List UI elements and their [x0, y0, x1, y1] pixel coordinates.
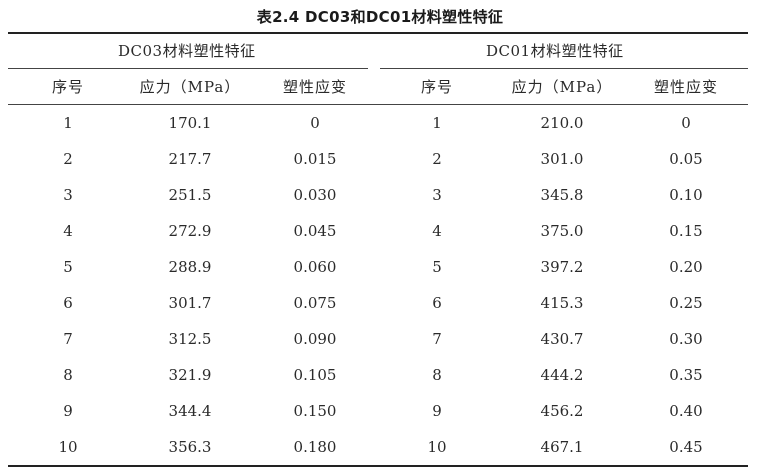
dc03-cell-index: 2 — [63, 150, 73, 168]
dc01-header-strain: 塑性应变 — [653, 78, 719, 96]
header-rule — [8, 104, 748, 105]
dc03-cell-strain: 0.180 — [293, 438, 337, 456]
dc03-header-stress: 应力（MPa） — [139, 78, 241, 96]
table-caption: 表2.4 DC03和DC01材料塑性特征 — [256, 8, 504, 26]
dc01-cell-strain: 0.15 — [669, 222, 703, 240]
dc01-cell-strain: 0.30 — [669, 330, 703, 348]
dc03-cell-stress: 217.7 — [168, 150, 212, 168]
dc01-cell-strain: 0.25 — [669, 294, 703, 312]
dc03-header-strain: 塑性应变 — [282, 78, 348, 96]
dc01-cell-strain: 0.10 — [669, 186, 703, 204]
dc01-cell-strain: 0.05 — [669, 150, 703, 168]
dc01-cell-strain: 0.35 — [669, 366, 703, 384]
dc03-cell-index: 6 — [63, 294, 73, 312]
dc01-cell-stress: 301.0 — [540, 150, 584, 168]
dc03-cell-stress: 251.5 — [168, 186, 212, 204]
dc01-cell-index: 10 — [427, 438, 447, 456]
dc03-cell-strain: 0.105 — [293, 366, 337, 384]
dc01-header-stress: 应力（MPa） — [511, 78, 613, 96]
dc03-cell-stress: 344.4 — [168, 402, 212, 420]
dc01-cell-stress: 430.7 — [540, 330, 584, 348]
dc03-cell-stress: 356.3 — [168, 438, 212, 456]
dc01-cell-stress: 345.8 — [540, 186, 584, 204]
dc01-cell-strain: 0.40 — [669, 402, 703, 420]
dc01-cell-strain: 0 — [681, 114, 691, 132]
dc03-cell-index: 1 — [63, 114, 73, 132]
dc03-cell-index: 7 — [63, 330, 73, 348]
dc03-cell-stress: 301.7 — [168, 294, 212, 312]
dc01-cell-index: 5 — [432, 258, 442, 276]
dc03-cell-strain: 0.090 — [293, 330, 337, 348]
dc03-cell-index: 9 — [63, 402, 73, 420]
dc03-group-rule — [8, 68, 368, 69]
dc03-cell-stress: 312.5 — [168, 330, 212, 348]
dc03-cell-strain: 0.075 — [293, 294, 337, 312]
bottom-rule — [8, 465, 748, 467]
dc01-cell-index: 4 — [432, 222, 442, 240]
dc01-cell-index: 6 — [432, 294, 442, 312]
dc03-cell-index: 10 — [58, 438, 78, 456]
dc01-header-index: 序号 — [420, 78, 454, 96]
dc03-cell-stress: 170.1 — [168, 114, 212, 132]
dc03-cell-index: 3 — [63, 186, 73, 204]
dc01-cell-stress: 467.1 — [540, 438, 584, 456]
dc03-cell-stress: 272.9 — [168, 222, 212, 240]
dc03-cell-index: 5 — [63, 258, 73, 276]
dc03-group-title: DC03材料塑性特征 — [118, 42, 256, 60]
dc03-cell-strain: 0.045 — [293, 222, 337, 240]
dc01-cell-stress: 397.2 — [540, 258, 584, 276]
dc03-cell-strain: 0.030 — [293, 186, 337, 204]
dc03-cell-strain: 0.015 — [293, 150, 337, 168]
dc01-cell-stress: 415.3 — [540, 294, 584, 312]
dc01-cell-index: 8 — [432, 366, 442, 384]
dc01-cell-index: 1 — [432, 114, 442, 132]
dc01-cell-stress: 444.2 — [540, 366, 584, 384]
dc03-cell-stress: 321.9 — [168, 366, 212, 384]
dc01-cell-strain: 0.20 — [669, 258, 703, 276]
dc01-group-title: DC01材料塑性特征 — [486, 42, 624, 60]
dc01-cell-stress: 456.2 — [540, 402, 584, 420]
dc01-cell-index: 7 — [432, 330, 442, 348]
dc03-cell-strain: 0 — [310, 114, 320, 132]
dc03-cell-index: 4 — [63, 222, 73, 240]
dc03-cell-strain: 0.150 — [293, 402, 337, 420]
dc01-cell-index: 2 — [432, 150, 442, 168]
dc01-cell-stress: 210.0 — [540, 114, 584, 132]
dc01-group-rule — [380, 68, 748, 69]
dc03-cell-index: 8 — [63, 366, 73, 384]
dc01-cell-stress: 375.0 — [540, 222, 584, 240]
dc03-header-index: 序号 — [51, 78, 85, 96]
dc01-cell-strain: 0.45 — [669, 438, 703, 456]
dc01-cell-index: 3 — [432, 186, 442, 204]
dc03-cell-strain: 0.060 — [293, 258, 337, 276]
dc03-cell-stress: 288.9 — [168, 258, 212, 276]
top-rule — [8, 32, 748, 34]
dc01-cell-index: 9 — [432, 402, 442, 420]
